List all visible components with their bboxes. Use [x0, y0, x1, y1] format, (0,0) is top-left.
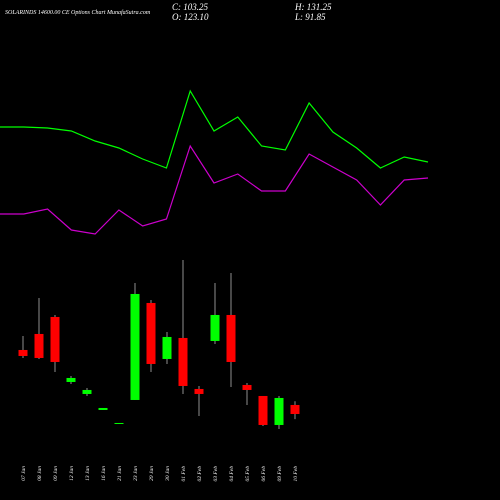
close-label: C: 103.25	[172, 2, 209, 12]
x-tick-label: 13 Jan	[85, 466, 91, 481]
candle-body	[178, 337, 188, 386]
candle-body	[66, 377, 76, 382]
open-label: O: 123.10	[172, 12, 209, 22]
candle-body	[50, 316, 60, 362]
x-tick-label: 01 Feb	[181, 466, 187, 482]
candle-body	[274, 397, 284, 425]
x-tick-label: 21 Jan	[117, 466, 123, 481]
candle-body	[130, 293, 140, 400]
candle-body	[290, 404, 300, 414]
candle-body	[98, 407, 108, 410]
x-tick-label: 12 Jan	[69, 466, 75, 481]
x-tick-label: 05 Feb	[245, 466, 251, 482]
candle-body	[162, 336, 172, 359]
candle-body	[114, 422, 124, 424]
x-tick-label: 16 Jan	[101, 466, 107, 481]
indicator-line	[0, 89, 429, 169]
candle-body	[242, 384, 252, 390]
candle-body	[146, 302, 156, 364]
x-tick-label: 23 Jan	[133, 466, 139, 481]
x-tick-label: 10 Feb	[293, 466, 299, 482]
x-tick-label: 03 Feb	[213, 466, 219, 482]
candle-body	[226, 314, 236, 362]
high-label: H: 131.25	[294, 2, 332, 12]
x-tick-label: 09 Jan	[53, 466, 59, 481]
low-label: L: 91.85	[294, 12, 326, 22]
candle-body	[18, 349, 28, 356]
candle-body	[34, 333, 44, 358]
x-tick-label: 29 Jan	[149, 466, 155, 481]
x-tick-label: 30 Jan	[165, 466, 171, 482]
x-tick-label: 08 Jan	[37, 466, 43, 481]
indicator-line	[0, 144, 429, 235]
x-tick-label: 07 Jan	[21, 466, 27, 481]
x-tick-label: 02 Feb	[197, 466, 203, 482]
candle-body	[82, 389, 92, 394]
x-tick-label: 09 Feb	[277, 466, 283, 482]
candle-body	[258, 395, 268, 425]
chart-title: SOLARINDS 14600.00 CE Options Chart Muna…	[5, 9, 151, 16]
candle-body	[194, 388, 204, 394]
x-tick-label: 04 Feb	[228, 466, 235, 482]
x-tick-label: 06 Feb	[261, 466, 267, 482]
candle-body	[210, 314, 220, 341]
